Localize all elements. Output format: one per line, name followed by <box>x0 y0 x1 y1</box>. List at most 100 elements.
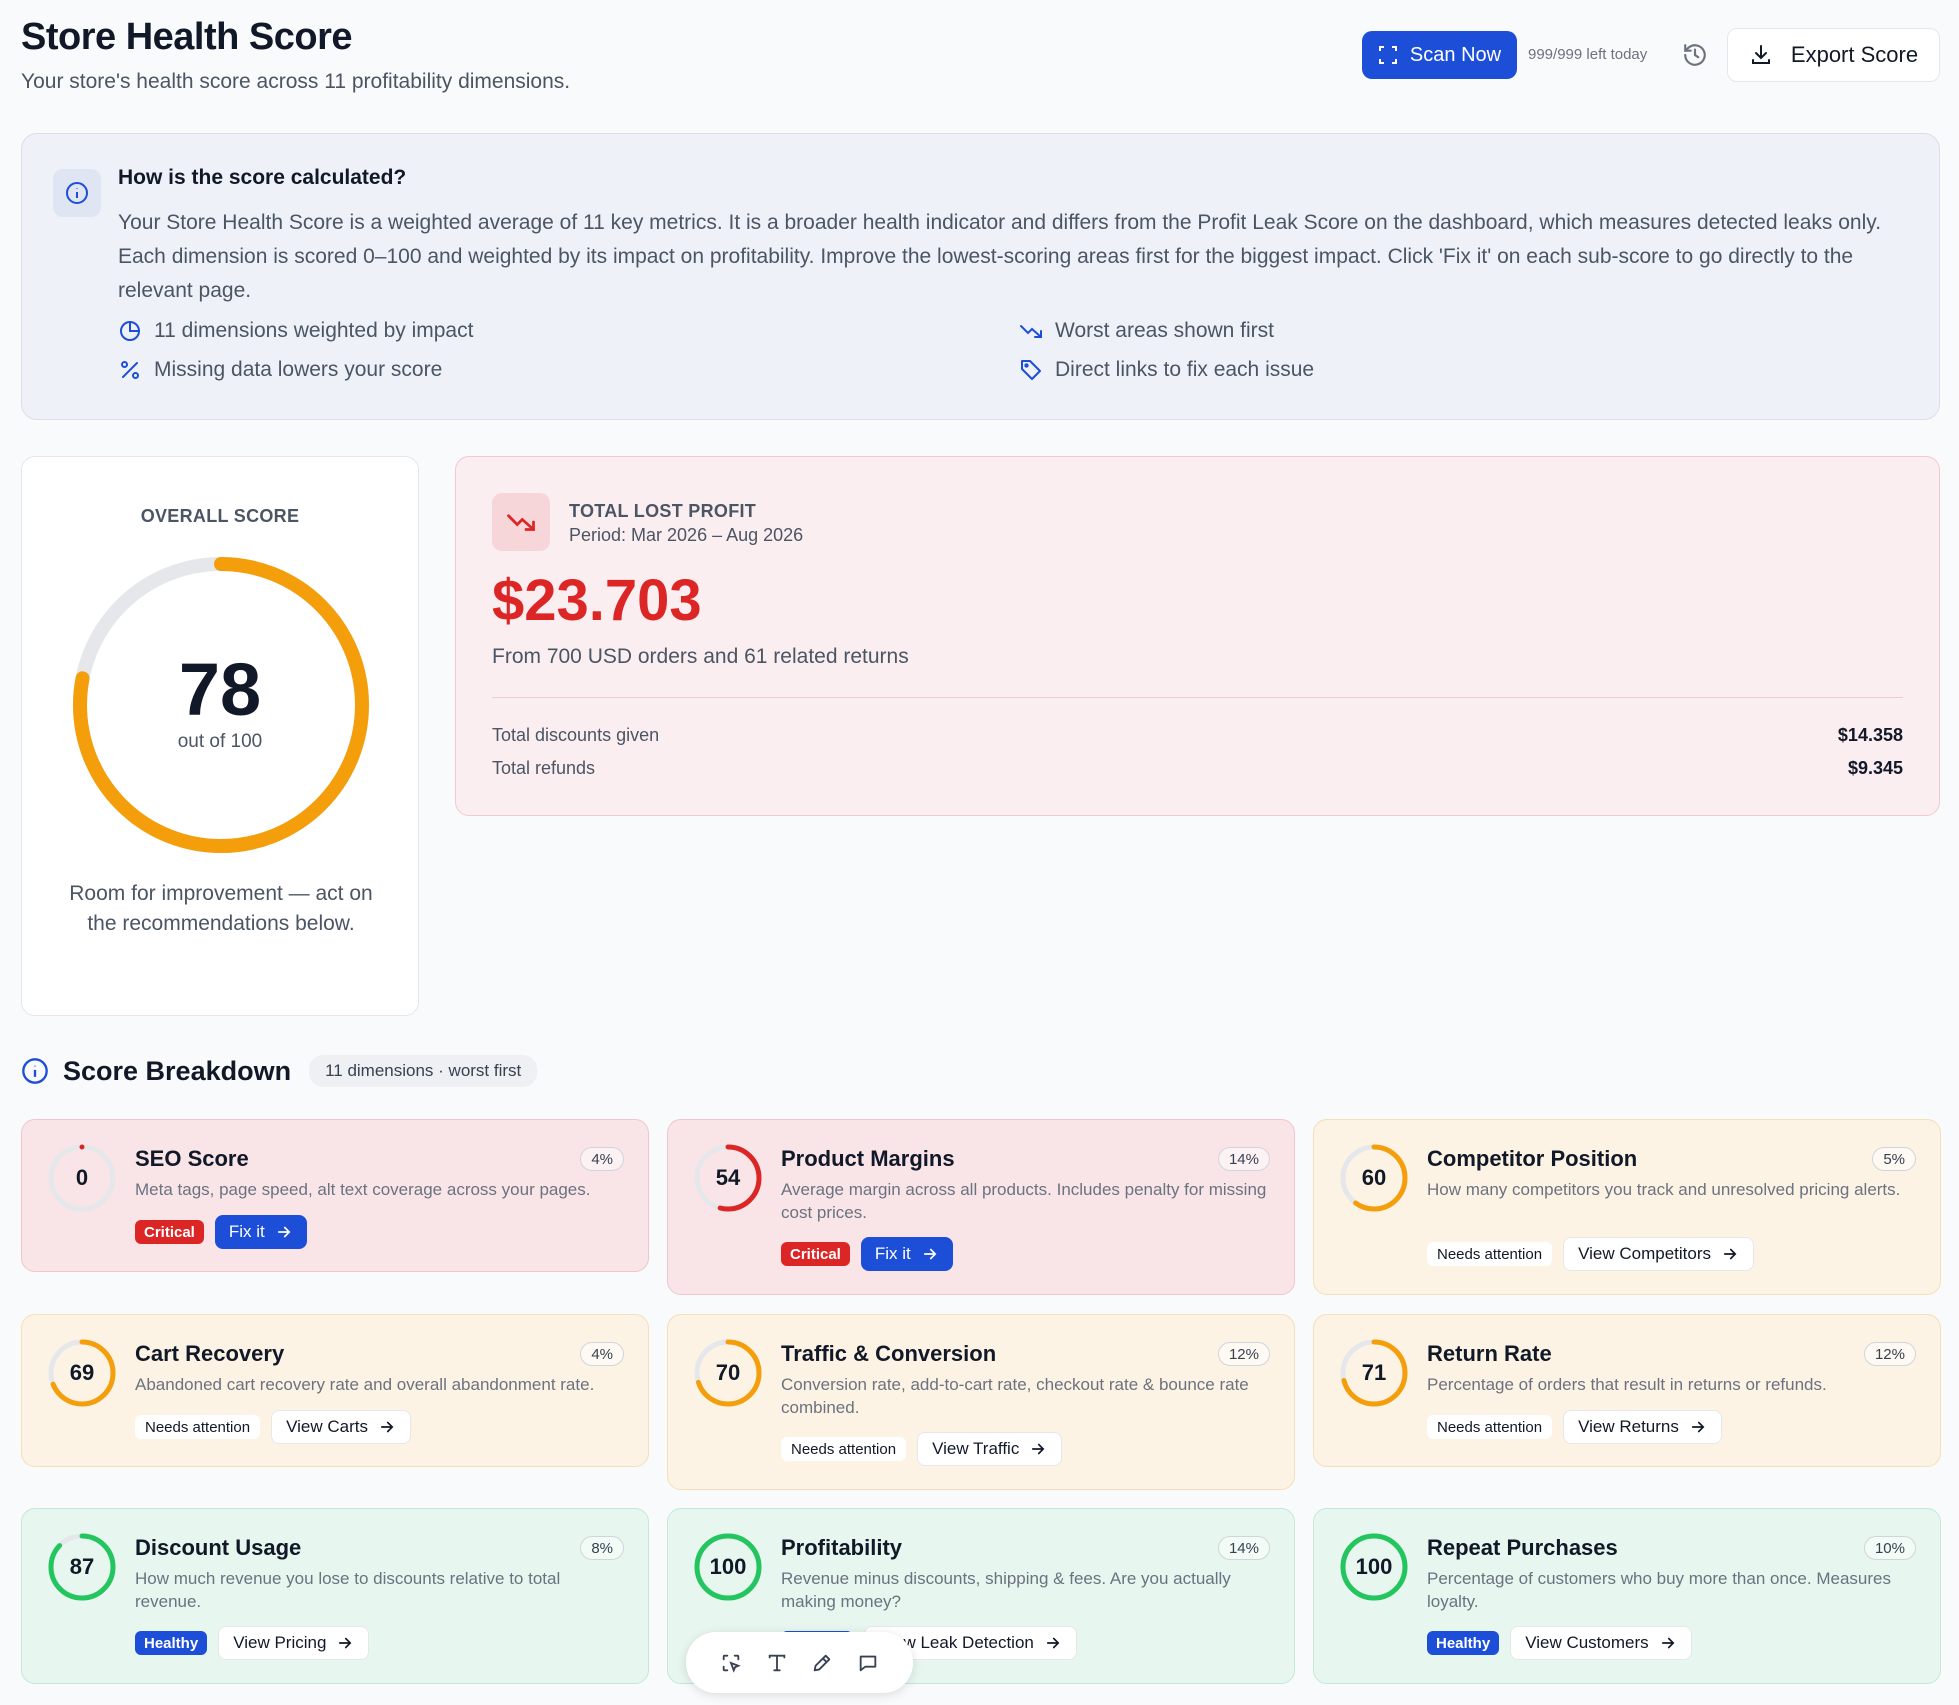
comment-icon[interactable] <box>855 1650 881 1676</box>
scans-left-text: 999/999 left today <box>1528 46 1648 63</box>
score-value: 100 <box>709 1554 747 1579</box>
card-description: How much revenue you lose to discounts r… <box>135 1569 561 1611</box>
score-card: 100 Repeat Purchases 10% Percentage of cust… <box>1313 1508 1941 1684</box>
score-card: 70 Traffic & Conversion 12% Conversion rate… <box>667 1314 1295 1490</box>
card-actions: Critical Fix it <box>135 1215 307 1249</box>
arrow-right-icon <box>923 1248 937 1260</box>
feature-missing-data: Missing data lowers your score <box>118 358 442 382</box>
view-link-button[interactable]: View Traffic <box>917 1432 1063 1466</box>
status-badge: Healthy <box>135 1631 208 1655</box>
card-description: Conversion rate, add-to-cart rate, check… <box>781 1375 1249 1417</box>
trending-down-icon <box>492 493 550 551</box>
status-badge: Needs attention <box>1427 1242 1553 1266</box>
score-value: 0 <box>75 1165 89 1190</box>
card-description: Average margin across all products. Incl… <box>781 1180 1267 1222</box>
download-icon <box>1751 45 1770 64</box>
explainer-body: Your Store Health Score is a weighted av… <box>118 211 1882 302</box>
card-title: Competitor Position <box>1427 1146 1638 1171</box>
card-description: Percentage of orders that result in retu… <box>1427 1375 1827 1394</box>
card-title: Repeat Purchases <box>1427 1535 1618 1560</box>
arrow-right-icon <box>1661 1637 1675 1649</box>
scan-now-button[interactable]: Scan Now <box>1362 31 1517 79</box>
view-link-button[interactable]: View Returns <box>1563 1410 1722 1444</box>
select-icon[interactable] <box>718 1650 744 1676</box>
arrow-right-icon <box>277 1226 291 1238</box>
weight-badge: 12% <box>1863 1342 1916 1366</box>
score-ring <box>48 1339 116 1407</box>
text-icon[interactable] <box>764 1650 790 1676</box>
card-title: Product Margins <box>781 1146 955 1171</box>
card-title: Discount Usage <box>135 1535 302 1560</box>
weight-badge: 14% <box>1217 1536 1270 1560</box>
weight-badge: 8% <box>580 1536 624 1560</box>
view-link-button[interactable]: View Carts <box>271 1410 411 1444</box>
score-value: 60 <box>1361 1165 1387 1190</box>
page-subtitle: Your store's health score across 11 prof… <box>21 70 571 93</box>
card-title: Traffic & Conversion <box>781 1341 997 1366</box>
score-ring <box>694 1533 762 1601</box>
arrow-right-icon <box>339 1637 352 1649</box>
arrow-right-icon <box>1032 1443 1045 1455</box>
view-link-button[interactable]: View Competitors <box>1563 1237 1754 1271</box>
scan-icon <box>1378 46 1397 64</box>
lost-profit-amount: $23.703 <box>492 568 702 633</box>
overall-score-card: OVERALL SCORE 78 out of 100 Room for imp… <box>21 456 419 1016</box>
action-label: View Traffic <box>932 1439 1020 1458</box>
row-label: Total refunds <box>492 758 596 778</box>
lost-profit-period: Period: Mar 2026 – Aug 2026 <box>569 525 804 545</box>
score-explainer: How is the score calculated? Your Store … <box>21 133 1940 420</box>
export-score-label: Export Score <box>1790 42 1919 67</box>
score-ring <box>694 1144 762 1212</box>
weight-badge: 4% <box>580 1342 624 1366</box>
arrow-right-icon <box>1723 1248 1737 1260</box>
discounts-row: Total discounts given $14.358 <box>492 725 1903 746</box>
status-badge: Needs attention <box>781 1437 907 1461</box>
floating-toolbar <box>686 1632 913 1693</box>
card-title: Cart Recovery <box>135 1341 285 1366</box>
score-ring <box>1340 1533 1408 1601</box>
score-ring <box>48 1144 116 1212</box>
pencil-icon[interactable] <box>809 1650 835 1676</box>
score-value: 100 <box>1355 1554 1393 1579</box>
status-badge: Healthy <box>1427 1631 1500 1655</box>
feature-direct-links: Direct links to fix each issue <box>1019 358 1314 382</box>
card-description: How many competitors you track and unres… <box>1427 1180 1901 1199</box>
export-score-button[interactable]: Export Score <box>1727 28 1940 82</box>
score-card: 0 SEO Score 4% Meta tags, page speed, alt t… <box>21 1119 649 1272</box>
card-actions: Needs attention View Returns <box>1427 1410 1722 1444</box>
refunds-row: Total refunds $9.345 <box>492 758 1903 779</box>
card-actions: Needs attention View Competitors <box>1427 1237 1754 1271</box>
card-description: Revenue minus discounts, shipping & fees… <box>781 1569 1231 1611</box>
score-value: 54 <box>715 1165 741 1190</box>
row-value: $14.358 <box>1837 725 1903 745</box>
weight-badge: 14% <box>1217 1147 1270 1171</box>
card-title: SEO Score <box>135 1146 249 1171</box>
percent-icon <box>121 361 139 379</box>
status-badge: Critical <box>135 1220 204 1244</box>
arrow-right-icon <box>1046 1637 1060 1649</box>
action-label: View Returns <box>1578 1417 1679 1436</box>
score-value: 87 <box>69 1554 95 1579</box>
score-card: 69 Cart Recovery 4% Abandoned cart recovery… <box>21 1314 649 1467</box>
fix-it-button[interactable]: Fix it <box>214 1215 307 1249</box>
action-label: View Pricing <box>233 1633 327 1652</box>
card-actions: Critical Fix it <box>781 1237 953 1271</box>
row-label: Total discounts given <box>492 725 660 745</box>
card-title: Return Rate <box>1427 1341 1552 1366</box>
card-actions: Healthy View Customers <box>1427 1626 1692 1660</box>
pie-chart-icon <box>120 320 141 341</box>
view-link-button[interactable]: View Customers <box>1510 1626 1692 1660</box>
arrow-right-icon <box>380 1421 394 1433</box>
action-label: View Competitors <box>1578 1244 1711 1263</box>
divider <box>492 697 1903 698</box>
fix-it-button[interactable]: Fix it <box>860 1237 953 1271</box>
info-icon <box>22 1058 48 1084</box>
feature-label: 11 dimensions weighted by impact <box>154 319 474 342</box>
history-icon[interactable] <box>1682 42 1708 68</box>
overall-score-label: OVERALL SCORE <box>140 506 300 526</box>
card-actions: Needs attention View Carts <box>135 1410 411 1444</box>
view-link-button[interactable]: View Pricing <box>218 1626 370 1660</box>
card-description: Abandoned cart recovery rate and overall… <box>135 1375 595 1394</box>
lost-profit-source: From 700 USD orders and 61 related retur… <box>492 645 909 668</box>
